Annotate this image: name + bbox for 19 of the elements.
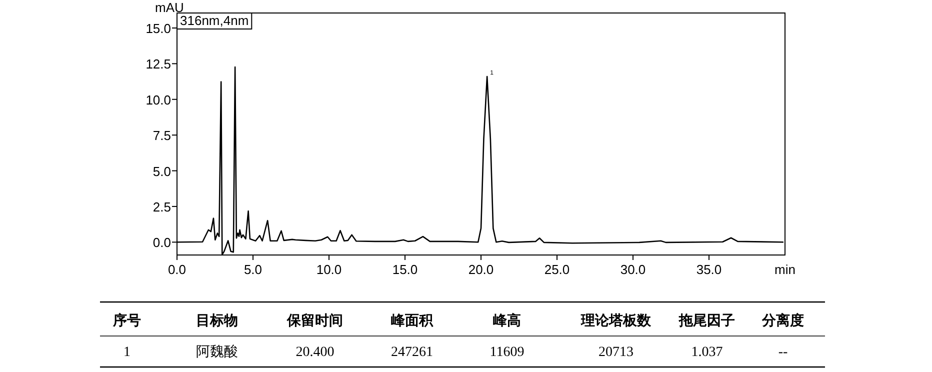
- annotation: 316nm,4nm: [180, 13, 249, 28]
- table: 序号 目标物 保留时间 峰面积 峰高 理论塔板数 拖尾因子 分离度 1 阿魏酸 20.400 247261 11609 20713 1.037 --: [100, 301, 826, 368]
- y-tick-label: 5.0: [152, 164, 171, 179]
- y-tick-label: 7.5: [152, 128, 171, 144]
- y-tick-label: 15.0: [146, 20, 171, 36]
- y-axis-title: mAU: [155, 0, 184, 15]
- x-axis-title: min: [774, 262, 796, 277]
- y-tick-label: 2.5: [152, 199, 171, 214]
- x-tick-label: 0.0: [168, 262, 186, 277]
- y-tick-label: 12.5: [146, 56, 171, 72]
- x-tick-label: 35.0: [696, 262, 722, 277]
- x-tick-label: 10.0: [316, 262, 342, 277]
- y-tick-label: 10.0: [146, 92, 171, 108]
- x-tick-label: 15.0: [392, 262, 418, 277]
- x-tick-label: 25.0: [544, 262, 570, 277]
- x-tick-label: 30.0: [620, 262, 646, 277]
- x-tick-label: 5.0: [244, 262, 262, 277]
- y-tick-label: 0.0: [152, 235, 171, 250]
- x-tick-label: 20.0: [468, 262, 494, 277]
